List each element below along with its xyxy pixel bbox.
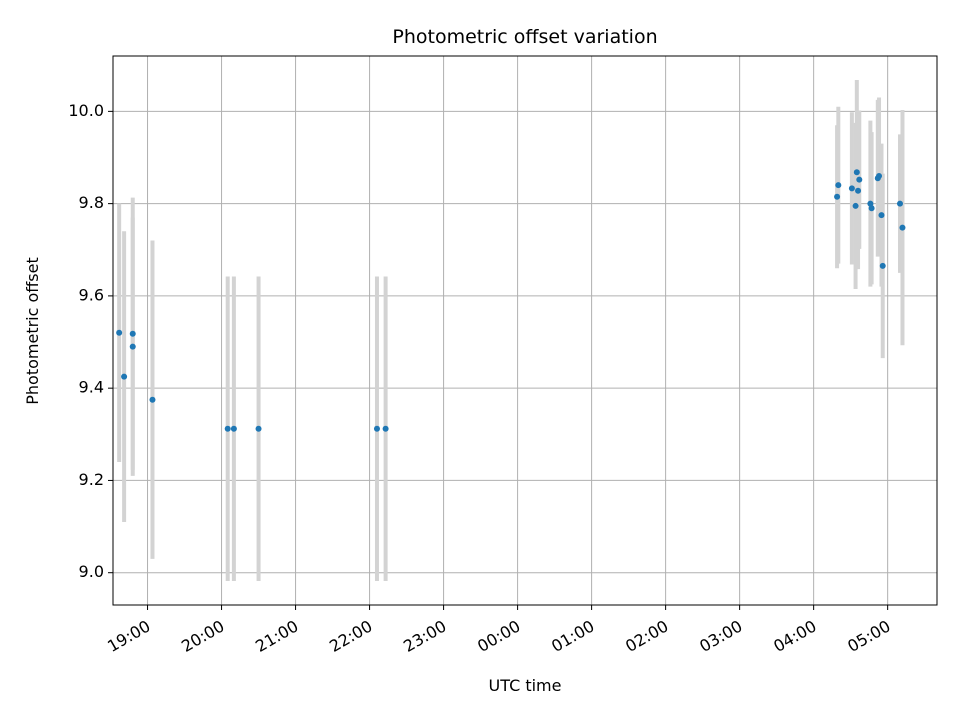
x-tick-label: 20:00 (178, 616, 227, 656)
x-tick-label: 00:00 (474, 616, 523, 656)
x-axis-label: UTC time (489, 676, 562, 695)
grid (113, 56, 937, 605)
y-tick-label: 10.0 (68, 101, 104, 120)
y-axis-ticks: 9.0 9.2 9.4 9.6 9.8 10.0 (68, 101, 113, 581)
chart-title: Photometric offset variation (392, 26, 657, 48)
x-tick-label: 02:00 (622, 616, 671, 656)
data-point (867, 200, 874, 207)
y-tick-label: 9.2 (79, 470, 104, 489)
data-point (868, 205, 875, 212)
y-tick-label: 9.4 (79, 378, 104, 397)
data-point (255, 425, 262, 432)
data-point (896, 200, 903, 207)
data-point (230, 425, 237, 432)
data-points (116, 169, 906, 432)
y-axis-label: Photometric offset (23, 257, 42, 405)
data-point (129, 330, 136, 337)
data-point (116, 329, 123, 336)
x-tick-label: 22:00 (326, 616, 375, 656)
data-point (879, 262, 886, 269)
data-point (382, 425, 389, 432)
data-point (899, 224, 906, 231)
x-tick-label: 23:00 (400, 616, 449, 656)
plot-background (113, 56, 937, 605)
data-point (855, 187, 862, 194)
x-tick-label: 05:00 (844, 616, 893, 656)
y-tick-label: 9.8 (79, 193, 104, 212)
x-tick-label: 04:00 (770, 616, 819, 656)
data-point (224, 425, 231, 432)
x-tick-label: 21:00 (252, 616, 301, 656)
x-axis-ticks: 19:00 20:00 21:00 22:00 23:00 00:00 01:00 02:00… (104, 605, 894, 656)
data-point (878, 212, 885, 219)
data-point (373, 425, 380, 432)
data-point (149, 396, 156, 403)
data-point (129, 343, 136, 350)
data-point (852, 202, 859, 209)
data-point (856, 176, 863, 183)
x-tick-label: 01:00 (548, 616, 597, 656)
data-point (853, 169, 860, 176)
data-point (848, 185, 855, 192)
y-tick-label: 9.0 (79, 562, 104, 581)
data-point (121, 373, 128, 380)
x-tick-label: 19:00 (104, 616, 153, 656)
data-point (835, 182, 842, 189)
data-point (834, 193, 841, 200)
x-tick-label: 03:00 (696, 616, 745, 656)
y-tick-label: 9.6 (79, 285, 104, 304)
plot-frame (112, 55, 938, 606)
data-point (876, 172, 883, 179)
